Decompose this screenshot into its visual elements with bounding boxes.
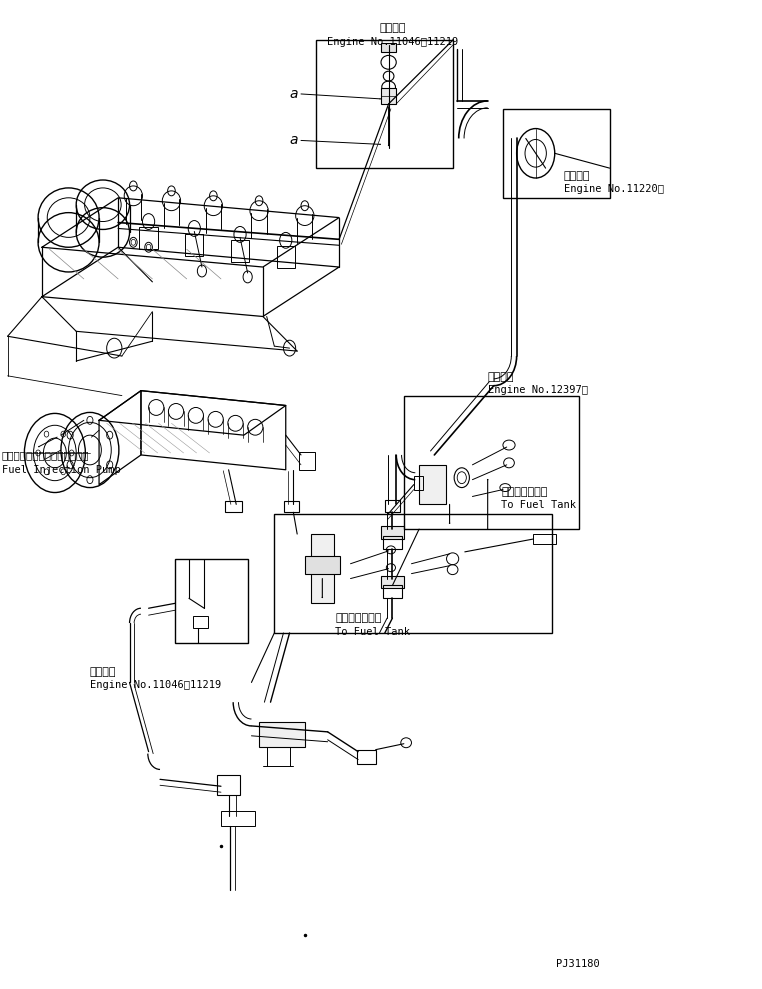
Bar <box>533 534 556 544</box>
Text: a: a <box>289 134 298 147</box>
Text: 適用号機: 適用号機 <box>564 171 591 181</box>
Text: Fuel Injection Pump: Fuel Injection Pump <box>2 465 120 475</box>
Text: 適用号機: 適用号機 <box>90 667 117 676</box>
Bar <box>311 534 334 603</box>
Bar <box>383 536 402 549</box>
Bar <box>284 501 299 512</box>
Bar <box>316 40 453 168</box>
Text: Engine No.11220～: Engine No.11220～ <box>564 184 664 194</box>
Bar <box>277 246 295 268</box>
Text: フェルタンクへ: フェルタンクへ <box>335 613 382 623</box>
Text: 適用号機: 適用号機 <box>379 23 405 33</box>
Bar <box>383 585 402 598</box>
Bar <box>381 526 404 539</box>
Bar <box>139 227 158 249</box>
Text: フェルインジェクションポンプ: フェルインジェクションポンプ <box>2 450 89 460</box>
Bar <box>193 616 208 628</box>
Text: フェルタンクへ: フェルタンクへ <box>501 487 548 496</box>
Bar <box>274 514 552 633</box>
Bar <box>231 240 249 262</box>
Bar <box>305 556 340 574</box>
Text: Engine No.11046～11219: Engine No.11046～11219 <box>327 37 458 46</box>
Text: To Fuel Tank: To Fuel Tank <box>501 500 576 510</box>
Bar <box>381 88 396 104</box>
Text: 適用号機: 適用号機 <box>488 372 514 382</box>
Bar <box>217 775 240 795</box>
Bar <box>503 109 610 198</box>
Bar <box>404 396 579 529</box>
Bar <box>381 43 396 52</box>
Bar <box>221 811 255 826</box>
Bar <box>185 234 203 256</box>
Text: a: a <box>289 87 298 101</box>
Bar <box>385 500 400 512</box>
Bar <box>299 452 315 470</box>
Bar <box>414 476 423 490</box>
Text: Engine No.11046～11219: Engine No.11046～11219 <box>90 680 221 690</box>
Bar <box>175 559 248 643</box>
Bar <box>419 465 446 504</box>
Text: Engine No.12397～: Engine No.12397～ <box>488 385 588 395</box>
Bar <box>357 750 376 764</box>
Bar <box>225 501 242 512</box>
Text: To Fuel Tank: To Fuel Tank <box>335 627 410 637</box>
Bar <box>259 722 305 747</box>
Text: PJ31180: PJ31180 <box>556 959 600 969</box>
Bar <box>381 576 404 588</box>
